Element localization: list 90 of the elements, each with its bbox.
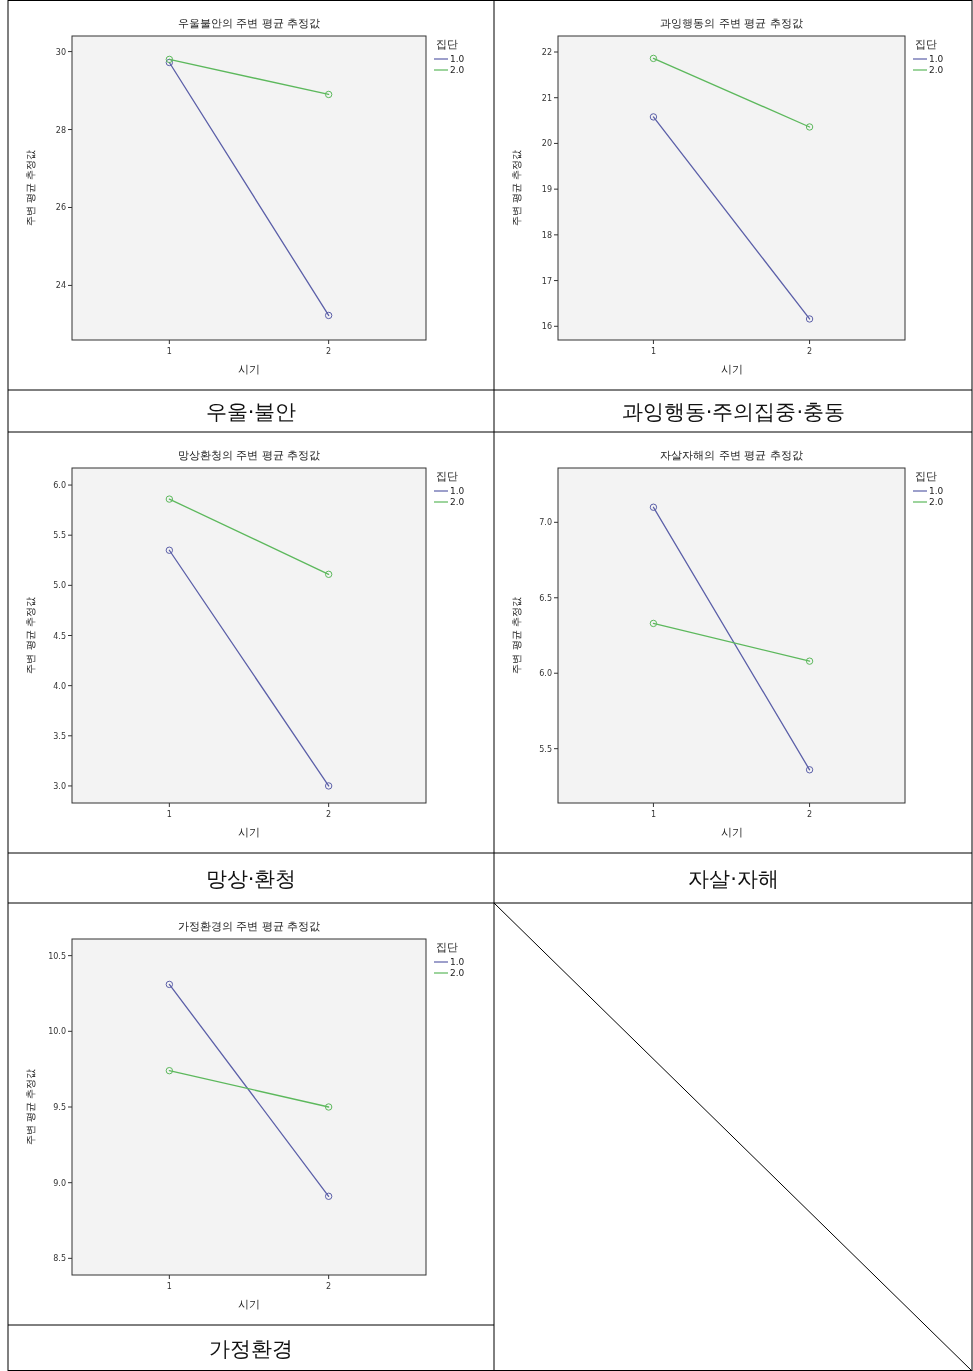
chart-title: 가정환경의 주변 평균 추정값 (177, 920, 321, 933)
x-tick-label: 2 (326, 1282, 332, 1291)
y-axis-title: 주변 평균 추정값 (25, 597, 36, 674)
chart-title: 과잉행동의 주변 평균 추정값 (660, 17, 803, 30)
y-tick-label: 5.5 (539, 744, 552, 754)
x-tick-label: 1 (650, 347, 656, 356)
x-axis-title: 시기 (238, 363, 260, 376)
x-tick-label: 2 (326, 347, 332, 356)
point (324, 90, 333, 99)
point (324, 1192, 333, 1200)
y-tick-label: 9.5 (53, 1103, 66, 1112)
x-axis-title: 시기 (720, 363, 743, 376)
point (805, 123, 814, 131)
point (649, 54, 658, 63)
y-tick-label: 3.5 (53, 731, 66, 741)
y-tick-label: 4.0 (53, 681, 66, 691)
point (165, 546, 174, 554)
text: 망상·환청 (205, 867, 297, 891)
point (649, 113, 658, 121)
point (805, 766, 814, 774)
y-tick-label: 9.0 (53, 1178, 66, 1188)
y-tick-label: 6.0 (539, 669, 552, 679)
x-tick-label: 1 (166, 1282, 172, 1291)
x-axis-title: 시기 (238, 826, 260, 839)
point (649, 503, 658, 511)
legend-label: 1.0 (450, 486, 465, 496)
text: 과잉행동·주의집중·충동 (621, 400, 846, 424)
y-tick-label: 7.0 (539, 518, 552, 528)
legend-title: 집단 (436, 941, 458, 954)
y-tick-label: 5.5 (53, 531, 66, 541)
legend-label: 1.0 (450, 957, 465, 967)
text: 가정환경 (209, 1337, 293, 1361)
y-axis-title: 주변 평균 추정값 (25, 1068, 36, 1146)
y-tick-label: 26 (55, 203, 66, 213)
y-tick-label: 19 (541, 185, 552, 195)
y-tick-label: 10.0 (48, 1027, 66, 1037)
point (805, 657, 814, 665)
y-tick-label: 5.0 (53, 581, 66, 591)
y-tick-label: 10.5 (48, 951, 66, 961)
point (324, 311, 333, 320)
y-tick-label: 18 (541, 230, 552, 240)
chart-title: 망상환청의 주변 평균 추정값 (177, 449, 321, 462)
legend-title: 집단 (915, 470, 937, 483)
point (165, 495, 174, 503)
text: 우울·불안 (205, 400, 297, 424)
y-axis-title: 주변 평균 추정값 (511, 597, 522, 674)
x-tick-label: 1 (650, 810, 656, 819)
text: 자살·자해 (688, 867, 779, 891)
y-tick-label: 28 (55, 125, 66, 135)
y-axis-title: 주변 평균 추정값 (511, 149, 522, 227)
x-tick-label: 1 (166, 810, 172, 819)
y-tick-label: 17 (541, 276, 552, 286)
y-tick-label: 6.0 (53, 481, 66, 491)
y-tick-label: 30 (55, 47, 66, 57)
x-tick-label: 2 (326, 810, 332, 819)
point (324, 570, 333, 579)
y-axis-title: 주변 평균 추정값 (25, 149, 36, 227)
legend-label: 1.0 (450, 54, 465, 64)
point (165, 1066, 174, 1075)
point (324, 782, 333, 790)
legend-title: 집단 (436, 470, 458, 483)
y-tick-label: 21 (541, 93, 552, 103)
y-tick-label: 4.5 (53, 631, 66, 641)
point (165, 980, 174, 989)
x-tick-label: 2 (807, 347, 813, 356)
x-axis-title: 시기 (238, 1298, 260, 1311)
x-axis-title: 시기 (720, 826, 743, 839)
x-tick-label: 1 (166, 347, 172, 356)
legend-title: 집단 (915, 38, 937, 51)
legend-label: 2.0 (929, 497, 944, 507)
y-tick-label: 8.5 (53, 1254, 66, 1264)
point (649, 619, 658, 628)
y-tick-label: 20 (541, 139, 552, 149)
y-tick-label: 3.0 (53, 781, 66, 791)
y-tick-label: 6.5 (539, 593, 552, 603)
legend-label: 2.0 (929, 65, 944, 75)
chart-title: 우울불안의 주변 평균 추정값 (177, 17, 321, 30)
legend-label: 1.0 (929, 486, 944, 496)
point (805, 315, 814, 323)
y-tick-label: 16 (541, 322, 552, 332)
y-tick-label: 24 (55, 281, 66, 291)
legend-label: 2.0 (450, 497, 465, 507)
legend-label: 2.0 (450, 968, 465, 978)
point (324, 1103, 333, 1111)
legend-title: 집단 (436, 38, 458, 51)
legend-label: 1.0 (929, 54, 944, 64)
chart-title: 자살자해의 주변 평균 추정값 (660, 449, 803, 462)
x-tick-label: 2 (807, 810, 813, 819)
y-tick-label: 22 (541, 48, 552, 57)
legend-label: 2.0 (450, 65, 465, 75)
